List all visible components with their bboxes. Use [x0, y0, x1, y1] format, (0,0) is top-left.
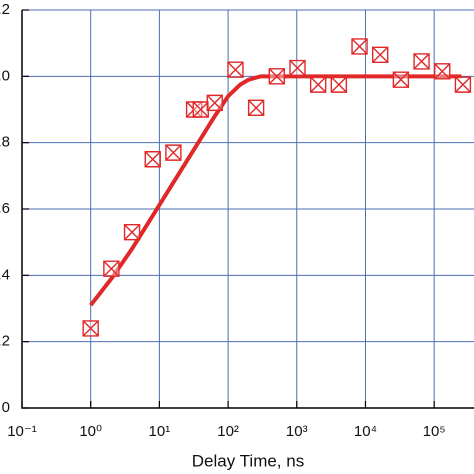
y-tick-label: 0.2 — [0, 333, 10, 350]
data-point — [165, 144, 182, 161]
x-tick-label: 10³ — [286, 423, 308, 440]
data-point — [268, 68, 286, 85]
data-point — [330, 76, 348, 93]
data-point — [434, 63, 451, 80]
x-tick-label: 10⁰ — [79, 423, 102, 440]
x-tick-label: 10⁻¹ — [7, 423, 37, 440]
y-tick-label: 1.0 — [0, 67, 10, 84]
data-point — [247, 99, 265, 117]
y-tick-label: 0.6 — [0, 200, 10, 217]
data-point — [454, 76, 472, 93]
fit-line — [89, 74, 462, 307]
data-point — [372, 46, 389, 63]
x-tick-label: 10² — [217, 423, 239, 440]
data-point — [82, 320, 99, 337]
data-point — [309, 76, 327, 93]
y-tick-label: 0.8 — [0, 134, 10, 151]
data-point — [413, 53, 430, 70]
data-point — [351, 38, 368, 55]
data-point — [392, 71, 410, 88]
x-axis-label: Delay Time, ns — [192, 451, 304, 470]
axis-frame — [21, 10, 474, 409]
data-point — [144, 151, 161, 168]
data-point — [206, 94, 223, 112]
y-tick-label: 0 — [2, 399, 10, 416]
data-point — [289, 59, 306, 77]
x-tick-label: 10¹ — [149, 423, 171, 440]
data-point — [123, 224, 141, 241]
data-point — [192, 101, 209, 118]
x-tick-label: 10⁵ — [423, 423, 446, 440]
data-point — [227, 61, 244, 78]
y-tick-label: 1.2 — [0, 1, 10, 18]
data-point — [103, 260, 120, 277]
y-tick-label: 0.4 — [0, 266, 10, 283]
x-tick-label: 10⁴ — [354, 423, 377, 440]
